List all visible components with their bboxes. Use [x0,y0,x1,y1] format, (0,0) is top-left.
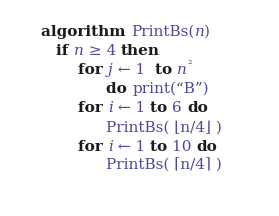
Text: ): ) [204,25,210,39]
Text: 6: 6 [172,101,187,115]
Text: j: j [108,63,113,77]
Text: n: n [194,25,204,39]
Text: algorithm: algorithm [41,25,131,39]
Text: n: n [74,44,84,58]
Text: do: do [187,101,208,115]
Text: to: to [155,63,177,77]
Text: ← 1: ← 1 [113,63,155,77]
Text: ≥ 4: ≥ 4 [84,44,121,58]
Text: do: do [197,140,218,154]
Text: ²: ² [187,59,192,70]
Text: for: for [78,63,108,77]
Text: if: if [56,44,74,58]
Text: ← 1: ← 1 [113,140,150,154]
Text: do: do [106,82,132,96]
Text: ← 1: ← 1 [113,101,150,115]
Text: for: for [78,140,108,154]
Text: PrintBs(: PrintBs( [131,25,194,39]
Text: i: i [108,101,113,115]
Text: 10: 10 [172,140,197,154]
Text: PrintBs( ⌈n/4⌉ ): PrintBs( ⌈n/4⌉ ) [106,159,222,173]
Text: to: to [150,140,172,154]
Text: i: i [108,140,113,154]
Text: n: n [177,63,187,77]
Text: print(“B”): print(“B”) [132,82,209,96]
Text: for: for [78,101,108,115]
Text: to: to [150,101,172,115]
Text: PrintBs( ⌊n/4⌋ ): PrintBs( ⌊n/4⌋ ) [106,121,222,135]
Text: then: then [121,44,160,58]
